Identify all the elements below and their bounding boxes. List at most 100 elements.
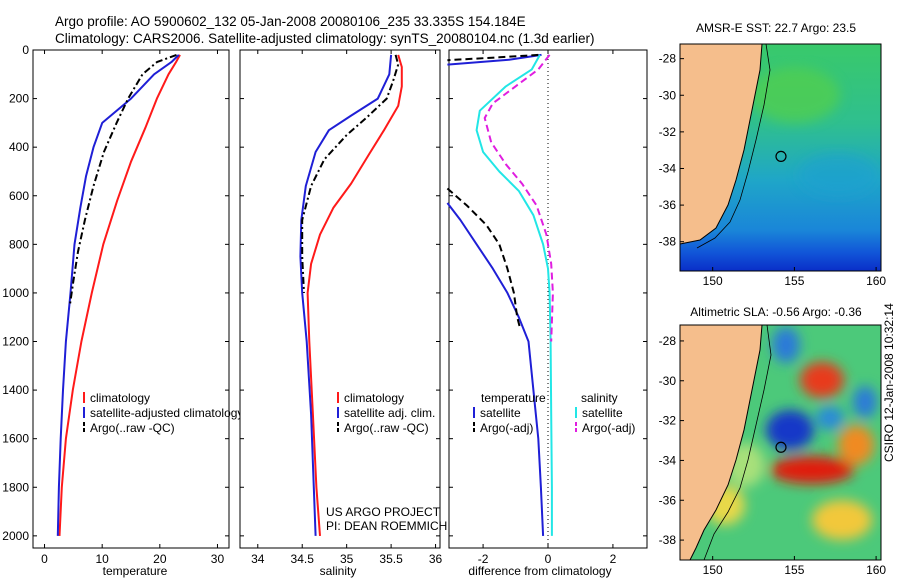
map-y-tick-label: -32: [659, 125, 677, 139]
map-y-tick-label: -34: [659, 161, 677, 175]
difference-series: [446, 53, 554, 536]
sla-low-blob: [766, 410, 814, 450]
salinity-x-axis: 34 34.5 35 35.5 36: [240, 49, 443, 566]
sla-map-axes: 150 155 160 -28 -30 -32 -34 -36 -38: [659, 334, 887, 577]
map-y-tick-label: -36: [659, 493, 677, 507]
difference-legend: temperature salinity satellite Argo(-adj…: [473, 391, 635, 435]
map-x-tick-label: 150: [703, 274, 723, 288]
sla-high-blob: [812, 500, 872, 540]
x-tick-label: 34: [251, 552, 265, 566]
series-line-temperature-argo-top-: [447, 53, 539, 62]
x-tick-label: 34.5: [291, 552, 315, 566]
map-x-tick-label: 155: [784, 563, 804, 577]
series-line-temperature-argo: [446, 187, 522, 330]
legend-label-sal-satellite: satellite: [582, 406, 623, 420]
y-tick-label: 1800: [2, 480, 29, 494]
series-line-salinity-argo: [483, 54, 554, 342]
map-y-tick-label: -30: [659, 374, 677, 388]
y-tick-label: 400: [9, 140, 29, 154]
series-line-climatology: [58, 54, 181, 536]
series-line-temperature-satellite-top-: [447, 53, 542, 66]
sla-low-blob: [816, 406, 844, 430]
series-line-salinity-satellite: [475, 54, 553, 536]
y-tick-label: 600: [9, 189, 29, 203]
difference-panel: -2 0 2 difference from climatology tempera…: [446, 49, 648, 578]
series-line-argo-raw-qc-: [68, 53, 177, 306]
y-tick-label: 1000: [2, 286, 29, 300]
map-y-tick-label: -28: [659, 334, 677, 348]
x-tick-label: 20: [153, 552, 167, 566]
legend-label-satellite-adjusted: satellite-adjusted climatology: [90, 406, 243, 420]
legend-label-climatology: climatology: [344, 391, 404, 405]
sst-coastline: [680, 44, 763, 245]
map-y-tick-label: -38: [659, 533, 677, 547]
sla-map-panel: Altimetric SLA: -0.56 Argo: -0.36 150 155…: [659, 305, 887, 577]
legend-label-sal-argo: Argo(-adj): [582, 421, 635, 435]
x-tick-label: 2: [610, 552, 617, 566]
difference-x-label: difference from climatology: [468, 564, 611, 578]
sst-map-axes: 150 155 160 -28 -30 -32 -34 -36 -38: [659, 52, 887, 288]
y-tick-label: 1600: [2, 432, 29, 446]
legend-label-temp-satellite: satellite: [480, 406, 521, 420]
temperature-x-label: temperature: [103, 564, 168, 578]
series-line-satellite-adjusted-climatology: [56, 54, 180, 536]
sst-land: [680, 44, 762, 244]
legend-header-salinity: salinity: [581, 391, 618, 405]
y-tick-label: 2000: [2, 529, 29, 543]
map-y-tick-label: -32: [659, 414, 677, 428]
map-y-tick-label: -28: [659, 52, 677, 66]
legend-label-satellite: satellite adj. clim.: [344, 406, 435, 420]
temperature-y-axis: 0 200 400 600 800 1000 1200 1400 1600 1800 2000: [2, 43, 229, 543]
sla-land: [680, 325, 762, 560]
sla-map-title: Altimetric SLA: -0.56 Argo: -0.36: [690, 305, 862, 319]
salinity-series: [299, 54, 403, 536]
x-tick-label: 0: [545, 552, 552, 566]
x-tick-label: 30: [211, 552, 225, 566]
x-tick-label: 36: [429, 552, 443, 566]
project-note-line1: US ARGO PROJECT: [326, 505, 441, 519]
series-line-climatology: [306, 54, 403, 536]
legend-header-temperature: temperature: [481, 391, 546, 405]
sst-map-panel: AMSR-E SST: 22.7 Argo: 23.5 150 155 160 -28…: [659, 21, 887, 288]
legend-label-argo: Argo(..raw -QC): [344, 421, 429, 435]
x-tick-label: 35: [340, 552, 354, 566]
y-tick-label: 200: [9, 92, 29, 106]
temperature-x-axis: 0 10 20 30: [41, 50, 224, 566]
map-x-tick-label: 160: [866, 563, 886, 577]
y-tick-label: 800: [9, 237, 29, 251]
map-y-tick-label: -30: [659, 88, 677, 102]
map-y-tick-label: -34: [659, 453, 677, 467]
map-y-tick-label: -36: [659, 198, 677, 212]
salinity-x-label: salinity: [320, 564, 357, 578]
series-line-satellite-adj-clim-: [299, 54, 393, 536]
legend-label-argo: Argo(..raw -QC): [90, 421, 175, 435]
temperature-axes-frame: [32, 49, 230, 549]
legend-label-climatology: climatology: [90, 391, 150, 405]
salinity-panel: 34 34.5 35 35.5 36 salinity climatology sate…: [239, 49, 447, 578]
chart-title-line1: Argo profile: AO 5900602_132 05-Jan-2008…: [55, 14, 526, 29]
sla-low-blob: [853, 386, 877, 418]
x-tick-label: 10: [95, 552, 109, 566]
map-x-tick-label: 160: [866, 274, 886, 288]
salinity-axes-frame: [239, 49, 441, 549]
x-tick-label: 0: [41, 552, 48, 566]
difference-x-axis: -2 0 2: [449, 49, 647, 566]
temperature-panel: 0 200 400 600 800 1000 1200 1400 1600 1800 2000 0 1…: [2, 43, 243, 578]
temperature-series: [56, 53, 181, 536]
x-tick-label: -2: [478, 552, 489, 566]
temperature-legend: climatology satellite-adjusted climatolo…: [83, 391, 243, 435]
side-timestamp-label: CSIRO 12-Jan-2008 10:32:14: [882, 303, 896, 462]
salinity-legend: climatology satellite adj. clim. Argo(..…: [337, 391, 435, 435]
y-tick-label: 1400: [2, 383, 29, 397]
sst-cool-patch: [798, 153, 878, 197]
sst-warm-patch: [750, 67, 840, 123]
sst-argo-marker: [775, 150, 787, 163]
sla-low-blob: [772, 327, 800, 363]
sst-map-image: [680, 44, 881, 271]
series-line-temperature-satellite: [446, 202, 545, 536]
map-x-tick-label: 150: [703, 563, 723, 577]
sla-high-blob: [770, 456, 854, 484]
series-line-argo-raw-qc-: [301, 54, 400, 293]
sla-high-blob: [838, 425, 874, 465]
